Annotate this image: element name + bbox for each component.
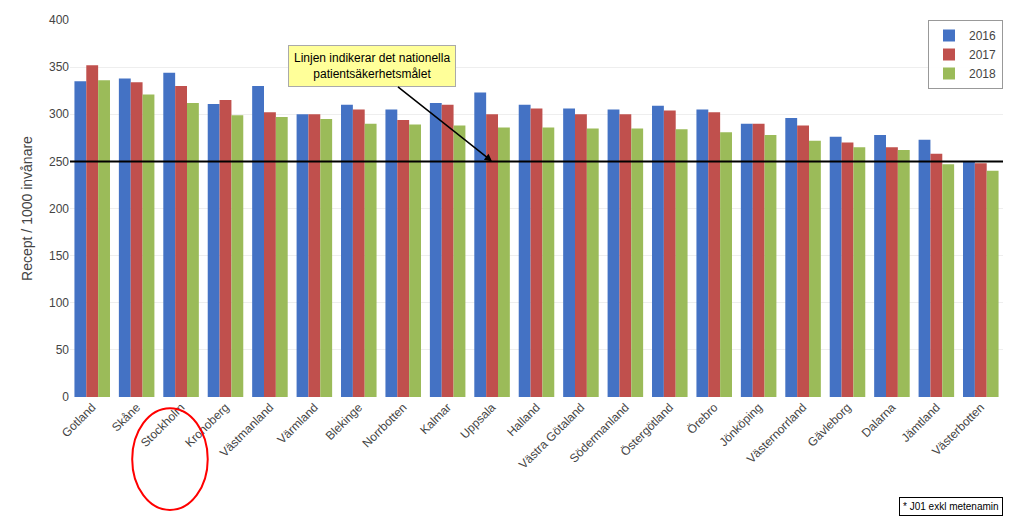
svg-text:300: 300	[49, 107, 69, 121]
svg-text:2018: 2018	[969, 67, 996, 81]
svg-text:200: 200	[49, 202, 69, 216]
svg-text:Blekinge: Blekinge	[323, 400, 366, 443]
svg-text:400: 400	[49, 13, 69, 27]
svg-text:0: 0	[62, 390, 69, 404]
svg-text:Gävleborg: Gävleborg	[805, 400, 854, 449]
svg-text:Recept / 1000 invånare: Recept / 1000 invånare	[19, 136, 35, 281]
svg-text:Jämtland: Jämtland	[898, 400, 942, 444]
svg-text:2016: 2016	[969, 29, 996, 43]
svg-text:Södermanland: Södermanland	[567, 400, 632, 465]
svg-text:Uppsala: Uppsala	[457, 400, 498, 441]
svg-text:50: 50	[56, 343, 70, 357]
svg-text:Norrbotten: Norrbotten	[360, 400, 410, 450]
svg-text:Dalarna: Dalarna	[859, 400, 899, 440]
svg-text:350: 350	[49, 60, 69, 74]
svg-text:100: 100	[49, 296, 69, 310]
svg-text:Västra Götaland: Västra Götaland	[516, 400, 587, 471]
svg-text:Kalmar: Kalmar	[417, 400, 454, 437]
svg-text:2017: 2017	[969, 48, 996, 62]
svg-text:Västerbotten: Västerbotten	[929, 400, 987, 458]
svg-text:250: 250	[49, 155, 69, 169]
svg-text:Gotland: Gotland	[59, 400, 99, 440]
svg-text:Linjen indikerar det nationell: Linjen indikerar det nationellapatientsä…	[294, 51, 450, 81]
svg-text:Halland: Halland	[504, 400, 543, 439]
svg-text:Skåne: Skåne	[109, 400, 143, 434]
svg-text:Värmland: Värmland	[275, 400, 321, 446]
svg-text:Östergötland: Östergötland	[618, 400, 676, 458]
svg-text:150: 150	[49, 249, 69, 263]
svg-text:* J01 exkl metenamin: * J01 exkl metenamin	[903, 501, 999, 512]
svg-text:Västernorrland: Västernorrland	[744, 400, 810, 466]
svg-text:Örebro: Örebro	[684, 400, 721, 437]
svg-text:Stockholm: Stockholm	[138, 400, 188, 450]
svg-text:Kronoberg: Kronoberg	[182, 400, 232, 450]
svg-text:Jönköping: Jönköping	[716, 400, 765, 449]
svg-text:Västmanland: Västmanland	[217, 400, 276, 459]
